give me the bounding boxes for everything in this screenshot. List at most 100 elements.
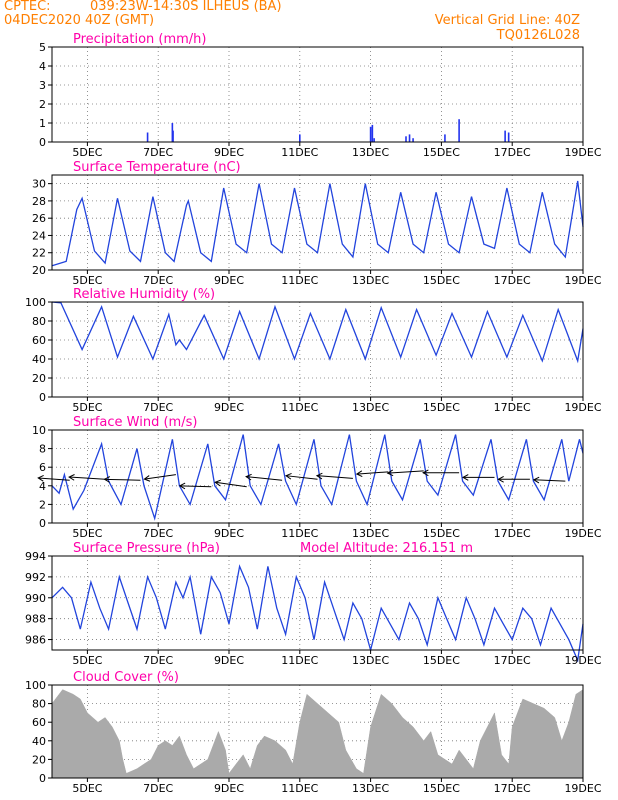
header-source: CPTEC: [4,0,51,14]
wind-arrowhead [461,474,469,481]
precip-bar [458,119,460,142]
y-tick-label: 100 [25,296,46,309]
precip-bar [444,134,446,142]
panel-frame [51,46,584,143]
x-tick-label: 9DEC [214,274,244,287]
panel-4: 986 988 990 992 994 5DEC 7DEC 9DEC 11DEC 13DEC 15D… [25,541,602,667]
x-tick-label: 13DEC [352,401,389,414]
x-tick-label: 15DEC [423,274,460,287]
x-tick-label: 9DEC [214,401,244,414]
panel-frame [51,301,584,398]
wind-arrowhead [284,472,292,480]
y-tick-label: 986 [25,634,46,647]
panel-3: 0 2 4 6 8 10 5DEC 7DEC 9DEC 11DEC 13DEC 15DEC 17DEC 1… [32,415,602,540]
wind-vector [215,481,247,488]
x-tick-label: 5DEC [72,146,102,159]
y-tick-label: 80 [32,698,46,711]
cloud-cover-area [51,689,584,779]
wind-vector [356,471,389,475]
x-tick-label: 5DEC [72,274,102,287]
wind-arrowhead [532,476,540,484]
panel-title: Surface Pressure (hPa) [73,541,220,556]
x-tick-label: 5DEC [72,782,102,795]
y-tick-label: 22 [32,247,46,260]
series-line [51,434,584,521]
y-tick-label: 1 [39,117,46,130]
y-tick-label: 20 [32,264,46,277]
y-tick-label: 26 [32,212,46,225]
panel-title: Precipitation (mm/h) [73,32,206,47]
x-tick-label: 11DEC [281,146,318,159]
x-tick-label: 19DEC [564,782,601,795]
x-tick-label: 9DEC [214,782,244,795]
header-location: 039:23W-14:30S ILHEUS (BA) [90,0,282,14]
x-tick-label: 15DEC [423,401,460,414]
y-tick-label: 2 [39,498,46,511]
wind-arrowhead [245,473,252,481]
x-tick-label: 15DEC [423,146,460,159]
series-line [51,564,584,663]
precip-bar [369,126,372,142]
x-tick-label: 11DEC [281,274,318,287]
x-tick-label: 19DEC [564,401,601,414]
y-tick-label: 5 [39,41,46,54]
x-tick-label: 7DEC [143,146,173,159]
panel-subtitle: Model Altitude: 216.151 m [300,541,473,556]
panel-title: Cloud Cover (%) [73,670,179,685]
x-tick-label: 17DEC [494,527,531,540]
header-code: TQ0126L028 [496,28,580,43]
y-tick-label: 20 [32,753,46,766]
x-tick-label: 7DEC [143,654,173,667]
x-tick-label: 17DEC [494,401,531,414]
x-tick-label: 13DEC [352,146,389,159]
panel-5: 0 20 40 60 80 100 5DEC 7DEC 9DEC 11DEC 13DEC 15DEC 1… [25,670,602,795]
wind-vector [387,470,424,474]
x-tick-label: 19DEC [564,527,601,540]
x-tick-label: 9DEC [214,527,244,540]
panel-2: 0 20 40 60 80 100 5DEC 7DEC 9DEC 11DEC 13DEC 15DEC 1… [25,287,602,414]
wind-vector [285,475,318,480]
x-tick-label: 15DEC [423,782,460,795]
wind-arrowhead [315,472,323,480]
x-tick-label: 7DEC [143,274,173,287]
y-tick-label: 0 [39,772,46,785]
x-tick-label: 9DEC [214,654,244,667]
x-tick-label: 5DEC [72,401,102,414]
wind-vector [69,476,106,480]
x-tick-label: 13DEC [352,527,389,540]
x-tick-label: 13DEC [352,782,389,795]
wind-arrowhead [178,482,186,490]
y-tick-label: 0 [39,136,46,149]
y-tick-label: 3 [39,79,46,92]
wind-vector [533,479,566,482]
panel-frame [51,174,584,271]
wind-arrowhead [103,476,111,483]
y-tick-label: 4 [39,480,46,493]
panel-0: 0 1 2 3 4 5 5DEC 7DEC 9DEC 11DEC 13DEC 15DEC 17DEC 19… [39,32,602,159]
x-tick-label: 17DEC [494,274,531,287]
wind-vector [104,478,141,481]
x-tick-label: 19DEC [564,274,601,287]
wind-arrowhead [143,475,151,482]
y-tick-label: 0 [39,517,46,530]
wind-arrowhead [214,479,221,487]
precip-bar [299,134,301,142]
panel-1: 20 22 24 26 28 30 5DEC 7DEC 9DEC 11DEC 13DEC 15DEC 1… [32,160,602,287]
x-tick-label: 5DEC [72,654,102,667]
y-tick-label: 60 [32,716,46,729]
panel-title: Relative Humidity (%) [73,287,215,302]
wind-vector [38,477,70,481]
y-tick-label: 30 [32,178,46,191]
x-tick-label: 11DEC [281,401,318,414]
precip-bar [371,124,374,142]
wind-arrowhead [497,475,504,483]
y-tick-label: 20 [32,372,46,385]
x-tick-label: 11DEC [281,654,318,667]
wind-vector [144,474,176,480]
wind-arrowhead [355,470,363,478]
series-line [51,301,584,364]
wind-arrowhead [422,469,429,477]
x-tick-label: 19DEC [564,146,601,159]
y-tick-label: 24 [32,229,46,242]
precip-bar [405,136,407,142]
